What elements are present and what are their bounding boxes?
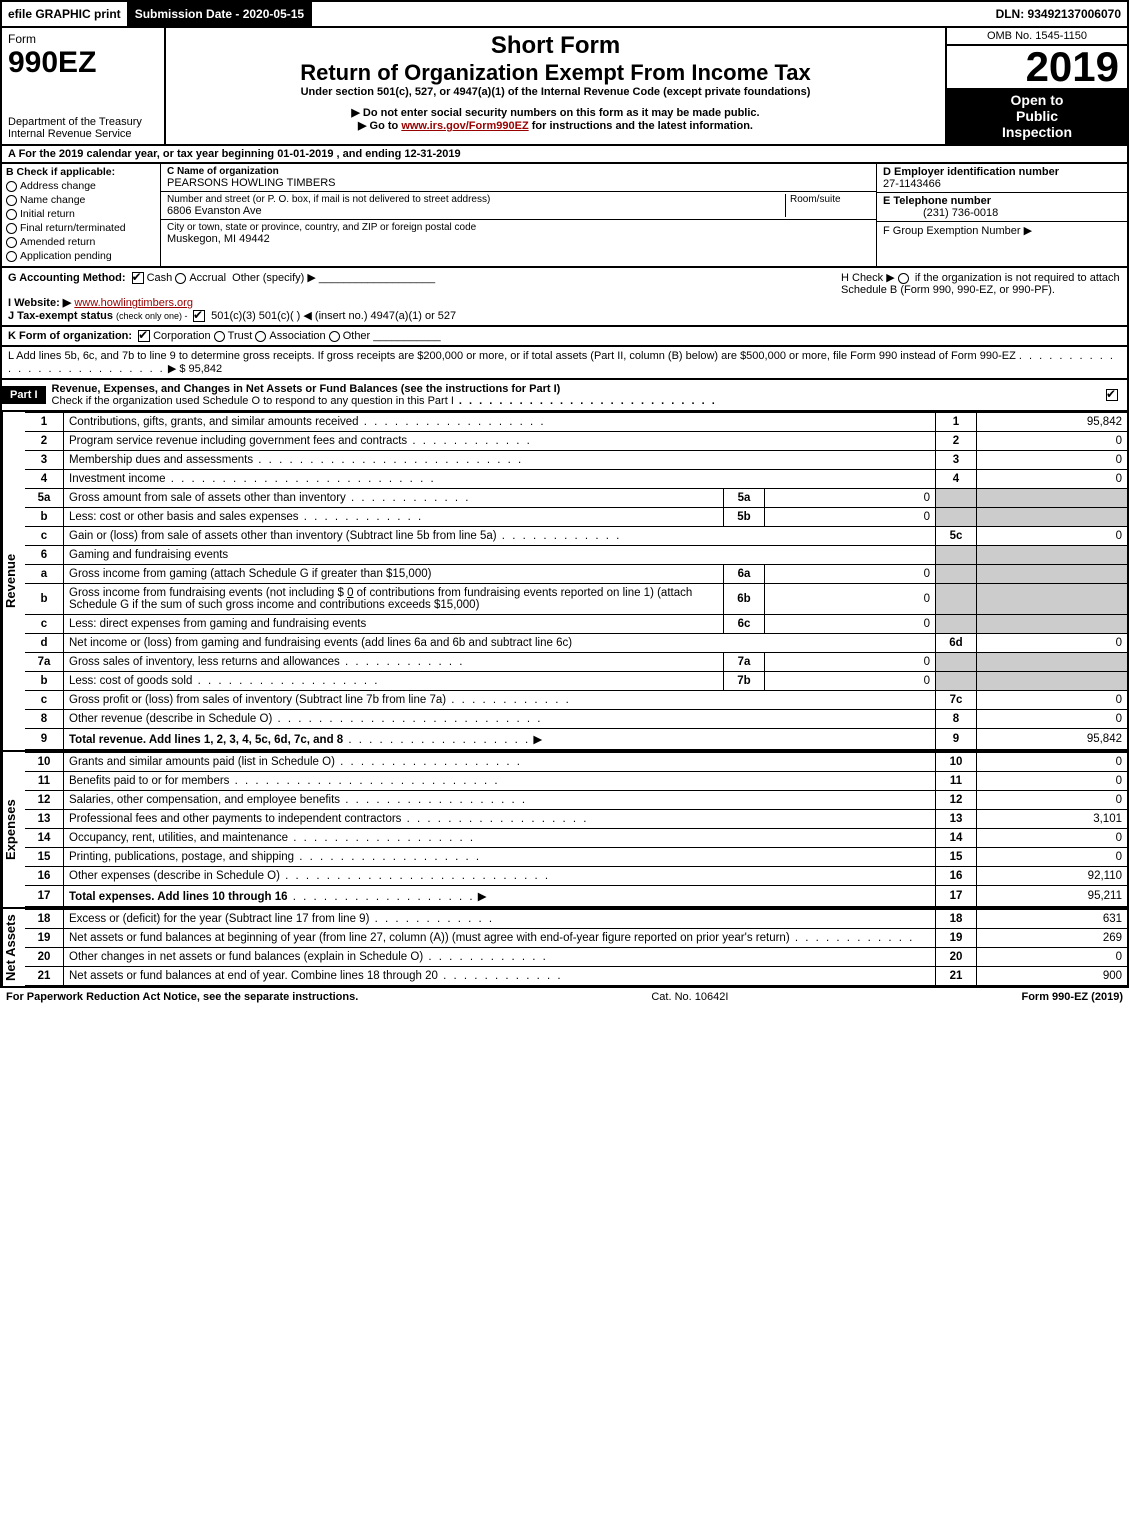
line-14: 14Occupancy, rent, utilities, and mainte… <box>25 829 1127 848</box>
chk-schedule-b[interactable] <box>898 273 909 284</box>
subtitle-1: Under section 501(c), 527, or 4947(a)(1)… <box>174 86 937 98</box>
line-2: 2Program service revenue including gover… <box>25 432 1127 451</box>
form-header: Form 990EZ Department of the Treasury In… <box>0 28 1129 146</box>
dept-line-2: Internal Revenue Service <box>8 128 158 140</box>
title-return: Return of Organization Exempt From Incom… <box>174 60 937 86</box>
line-19: 19Net assets or fund balances at beginni… <box>25 929 1127 948</box>
chk-accrual[interactable] <box>175 273 186 284</box>
line-7b: bLess: cost of goods sold 7b0 <box>25 672 1127 691</box>
line-13: 13Professional fees and other payments t… <box>25 810 1127 829</box>
chk-initial-return[interactable] <box>6 209 17 220</box>
line-11: 11Benefits paid to or for members110 <box>25 772 1127 791</box>
line-5a: 5aGross amount from sale of assets other… <box>25 489 1127 508</box>
subtitle-3: ▶ Go to www.irs.gov/Form990EZ for instru… <box>174 119 937 132</box>
chk-501c3[interactable] <box>193 310 205 322</box>
chk-trust[interactable] <box>214 331 225 342</box>
efile-label: efile GRAPHIC print <box>2 0 129 28</box>
header-right: OMB No. 1545-1150 2019 Open to Public In… <box>945 28 1127 144</box>
net-assets-table: 18Excess or (deficit) for the year (Subt… <box>25 909 1127 986</box>
line-16: 16Other expenses (describe in Schedule O… <box>25 867 1127 886</box>
line-6: 6Gaming and fundraising events <box>25 546 1127 565</box>
chk-cash[interactable] <box>132 272 144 284</box>
subtitle-2: ▶ Do not enter social security numbers o… <box>174 106 937 119</box>
chk-association[interactable] <box>255 331 266 342</box>
line-a-tax-year: A For the 2019 calendar year, or tax yea… <box>0 146 1129 164</box>
line-6c: cLess: direct expenses from gaming and f… <box>25 615 1127 634</box>
line-12: 12Salaries, other compensation, and empl… <box>25 791 1127 810</box>
chk-address-change[interactable] <box>6 181 17 192</box>
line-g-h: G Accounting Method: Cash Accrual Other … <box>0 268 1129 327</box>
line-6a: aGross income from gaming (attach Schedu… <box>25 565 1127 584</box>
line-5b: bLess: cost or other basis and sales exp… <box>25 508 1127 527</box>
revenue-table: 1 Contributions, gifts, grants, and simi… <box>25 412 1127 750</box>
ein: 27-1143466 <box>883 178 1121 190</box>
form-number: 990EZ <box>8 46 158 80</box>
open-inspection: Open to Public Inspection <box>947 88 1127 144</box>
line-15: 15Printing, publications, postage, and s… <box>25 848 1127 867</box>
part-1-header: Part I Revenue, Expenses, and Changes in… <box>0 380 1129 412</box>
chk-name-change[interactable] <box>6 195 17 206</box>
box-b: B Check if applicable: Address change Na… <box>2 164 161 266</box>
line-l: L Add lines 5b, 6c, and 7b to line 9 to … <box>0 347 1129 380</box>
line-8: 8Other revenue (describe in Schedule O) … <box>25 710 1127 729</box>
revenue-label: Revenue <box>2 412 25 750</box>
chk-other-org[interactable] <box>329 331 340 342</box>
gross-receipts: ▶ $ 95,842 <box>168 363 222 375</box>
revenue-section: Revenue 1 Contributions, gifts, grants, … <box>0 412 1129 752</box>
group-exemption: F Group Exemption Number ▶ <box>883 225 1032 237</box>
chk-corporation[interactable] <box>138 330 150 342</box>
header-left: Form 990EZ Department of the Treasury In… <box>2 28 166 144</box>
line-7c: cGross profit or (loss) from sales of in… <box>25 691 1127 710</box>
website-link[interactable]: www.howlingtimbers.org <box>74 297 193 309</box>
form-word: Form <box>8 32 158 46</box>
line-5c: cGain or (loss) from sale of assets othe… <box>25 527 1127 546</box>
dept-line-1: Department of the Treasury <box>8 116 158 128</box>
room-suite-label: Room/suite <box>785 194 870 217</box>
cat-no: Cat. No. 10642I <box>651 991 728 1003</box>
line-21: 21Net assets or fund balances at end of … <box>25 967 1127 986</box>
line-20: 20Other changes in net assets or fund ba… <box>25 948 1127 967</box>
line-6b: b Gross income from fundraising events (… <box>25 584 1127 615</box>
telephone: (231) 736-0018 <box>883 207 1121 219</box>
line-1: 1 Contributions, gifts, grants, and simi… <box>25 413 1127 432</box>
org-city: Muskegon, MI 49442 <box>167 233 870 245</box>
header-center: Short Form Return of Organization Exempt… <box>166 28 945 144</box>
line-17: 17Total expenses. Add lines 10 through 1… <box>25 886 1127 907</box>
page-footer: For Paperwork Reduction Act Notice, see … <box>0 988 1129 1006</box>
form-footer: Form 990-EZ (2019) <box>1021 991 1123 1003</box>
title-short-form: Short Form <box>174 32 937 60</box>
line-3: 3Membership dues and assessments 30 <box>25 451 1127 470</box>
net-assets-label: Net Assets <box>2 909 25 986</box>
val-1: 95,842 <box>977 413 1128 432</box>
line-7a: 7aGross sales of inventory, less returns… <box>25 653 1127 672</box>
top-bar: efile GRAPHIC print Submission Date - 20… <box>0 0 1129 28</box>
net-assets-section: Net Assets 18Excess or (deficit) for the… <box>0 909 1129 988</box>
org-info-block: B Check if applicable: Address change Na… <box>0 164 1129 268</box>
expenses-section: Expenses 10Grants and similar amounts pa… <box>0 752 1129 909</box>
box-def: D Employer identification number 27-1143… <box>876 164 1127 266</box>
line-18: 18Excess or (deficit) for the year (Subt… <box>25 910 1127 929</box>
line-k: K Form of organization: Corporation Trus… <box>0 327 1129 347</box>
expenses-table: 10Grants and similar amounts paid (list … <box>25 752 1127 907</box>
expenses-label: Expenses <box>2 752 25 907</box>
box-c: C Name of organization PEARSONS HOWLING … <box>161 164 876 266</box>
org-address: 6806 Evanston Ave <box>167 205 785 217</box>
line-6d: dNet income or (loss) from gaming and fu… <box>25 634 1127 653</box>
line-9: 9Total revenue. Add lines 1, 2, 3, 4, 5c… <box>25 729 1127 750</box>
chk-amended-return[interactable] <box>6 237 17 248</box>
chk-schedule-o-part1[interactable] <box>1106 389 1118 401</box>
tax-year: 2019 <box>947 46 1127 88</box>
paperwork-notice: For Paperwork Reduction Act Notice, see … <box>6 991 358 1003</box>
chk-final-return[interactable] <box>6 223 17 234</box>
chk-application-pending[interactable] <box>6 251 17 262</box>
line-h: H Check ▶ if the organization is not req… <box>841 271 1121 296</box>
irs-link[interactable]: www.irs.gov/Form990EZ <box>401 120 528 132</box>
submission-date: Submission Date - 2020-05-15 <box>129 0 312 28</box>
line-4: 4Investment income 40 <box>25 470 1127 489</box>
org-name: PEARSONS HOWLING TIMBERS <box>167 177 870 189</box>
line-10: 10Grants and similar amounts paid (list … <box>25 753 1127 772</box>
part-1-label: Part I <box>2 386 46 404</box>
dln: DLN: 93492137006070 <box>990 0 1127 28</box>
